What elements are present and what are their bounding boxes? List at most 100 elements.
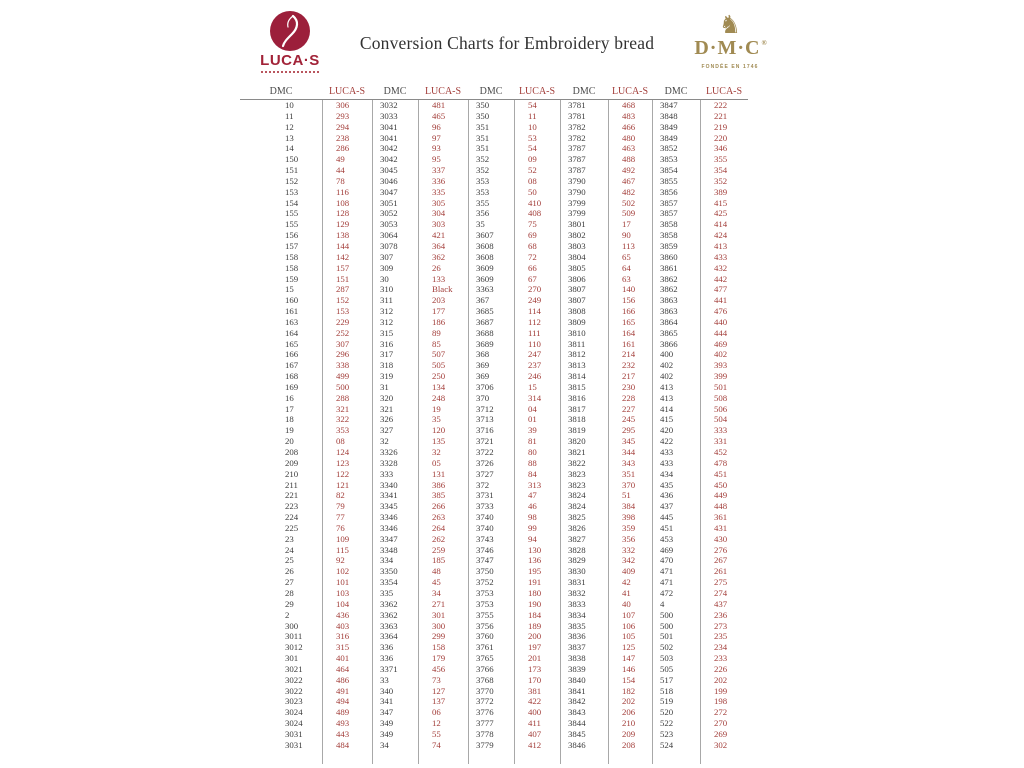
table-cell: 517	[652, 674, 700, 686]
table-cell: 76	[322, 522, 372, 534]
table-cell: 138	[322, 230, 372, 241]
table-cell: 190	[514, 598, 560, 610]
table-cell: 08	[322, 436, 372, 447]
table-cell: 3747	[468, 555, 514, 567]
table-cell: 20	[285, 436, 294, 447]
table-cell: 337	[418, 165, 468, 176]
table-cell: 271	[418, 598, 468, 610]
table-cell: 3837	[560, 642, 608, 654]
table-cell: 65	[608, 251, 652, 263]
table-cell: 3766	[468, 663, 514, 675]
table-cell: 3042	[372, 143, 418, 155]
table-cell: 413	[700, 240, 748, 252]
table-cell: 508	[700, 392, 748, 404]
table-cell: 3817	[560, 403, 608, 415]
table-cell: 229	[322, 316, 372, 328]
table-cell: 415	[700, 197, 748, 209]
page-title: Conversion Charts for Embroidery bread	[359, 33, 655, 53]
table-cell: 68	[514, 240, 560, 252]
table-cell: 3799	[560, 197, 608, 209]
table-cell: 44	[322, 165, 372, 176]
table-cell: 3847	[652, 100, 700, 111]
table-cell: 504	[700, 414, 748, 426]
column-header: DMC	[468, 84, 514, 100]
table-cell: 484	[322, 739, 372, 751]
table-cell: 75	[514, 219, 560, 231]
table-cell: 321	[322, 403, 372, 415]
table-cell: 442	[700, 273, 748, 285]
table-cell: 169	[285, 381, 299, 392]
table-cell: 307	[372, 251, 418, 263]
table-cell: 161	[285, 306, 299, 317]
table-cell: 3849	[652, 121, 700, 133]
table-cell: 315	[322, 642, 372, 654]
table-cell: 137	[418, 696, 468, 708]
table-cell: 520	[652, 707, 700, 719]
table-cell: 3042	[372, 154, 418, 166]
table-cell: 3760	[468, 631, 514, 643]
table-cell: 3716	[468, 425, 514, 437]
table-cell: 177	[418, 306, 468, 317]
table-cell: 42	[608, 577, 652, 588]
table-cell: 74	[418, 739, 468, 751]
table-cell: 522	[652, 718, 700, 729]
table-cell: 3740	[468, 522, 514, 534]
table-cell: 3364	[372, 631, 418, 643]
table-cell: 226	[700, 663, 748, 675]
table-cell: 3825	[560, 512, 608, 523]
table-cell: 501	[652, 631, 700, 643]
table-cell: 47	[514, 490, 560, 502]
table-cell: 73	[418, 674, 468, 686]
table-cell: 3753	[468, 598, 514, 610]
table-cell: 34	[372, 739, 418, 751]
table-cell: 3832	[560, 587, 608, 599]
table-cell: 99	[514, 522, 560, 534]
table-cell: 103	[322, 587, 372, 599]
table-cell: 3712	[468, 403, 514, 415]
table-cell: 509	[608, 208, 652, 220]
table-cell: 3824	[560, 501, 608, 513]
column-header: DMC	[372, 84, 418, 100]
table-cell: 95	[418, 154, 468, 166]
table-cell: 356	[468, 208, 514, 220]
table-cell: 322	[322, 414, 372, 426]
table-cell: 125	[608, 642, 652, 654]
table-cell: 252	[322, 327, 372, 339]
table-cell: 369	[468, 360, 514, 372]
table-cell: 350	[468, 110, 514, 122]
table-cell: 443	[322, 728, 372, 740]
table-cell: 399	[700, 371, 748, 382]
table-cell: 410	[514, 197, 560, 209]
table-cell: 246	[514, 371, 560, 382]
table-cell: 186	[418, 316, 468, 328]
table-cell: 3827	[560, 533, 608, 545]
table-cell: 158	[285, 262, 299, 273]
table-cell: 288	[322, 392, 372, 404]
table-cell: 3687	[468, 316, 514, 328]
table-cell: 368	[468, 349, 514, 361]
table-cell: 214	[608, 349, 652, 361]
table-cell: 3750	[468, 566, 514, 578]
table-cell: 3790	[560, 186, 608, 198]
table-cell: 250	[418, 371, 468, 382]
table-cell: 3051	[372, 197, 418, 209]
table-cell: 107	[608, 609, 652, 621]
table-cell: 3852	[652, 143, 700, 155]
table-cell: 66	[514, 262, 560, 274]
table-cell: 312	[372, 316, 418, 328]
table-cell: 3328	[372, 457, 418, 469]
table-cell: 150	[285, 154, 299, 165]
table-cell: 3811	[560, 338, 608, 350]
table-cell: 445	[652, 512, 700, 523]
table-cell: 469	[700, 338, 748, 350]
table-cell: 301	[418, 609, 468, 621]
table-cell: 266	[418, 501, 468, 513]
table-cell: 294	[322, 121, 372, 133]
table-cell: 110	[514, 338, 560, 350]
table-cell: 450	[700, 479, 748, 491]
table-cell: 48	[418, 566, 468, 578]
table-cell: 505	[652, 663, 700, 675]
table-cell: 412	[514, 739, 560, 751]
table-cell: 206	[608, 707, 652, 719]
table-cell: 106	[608, 620, 652, 632]
